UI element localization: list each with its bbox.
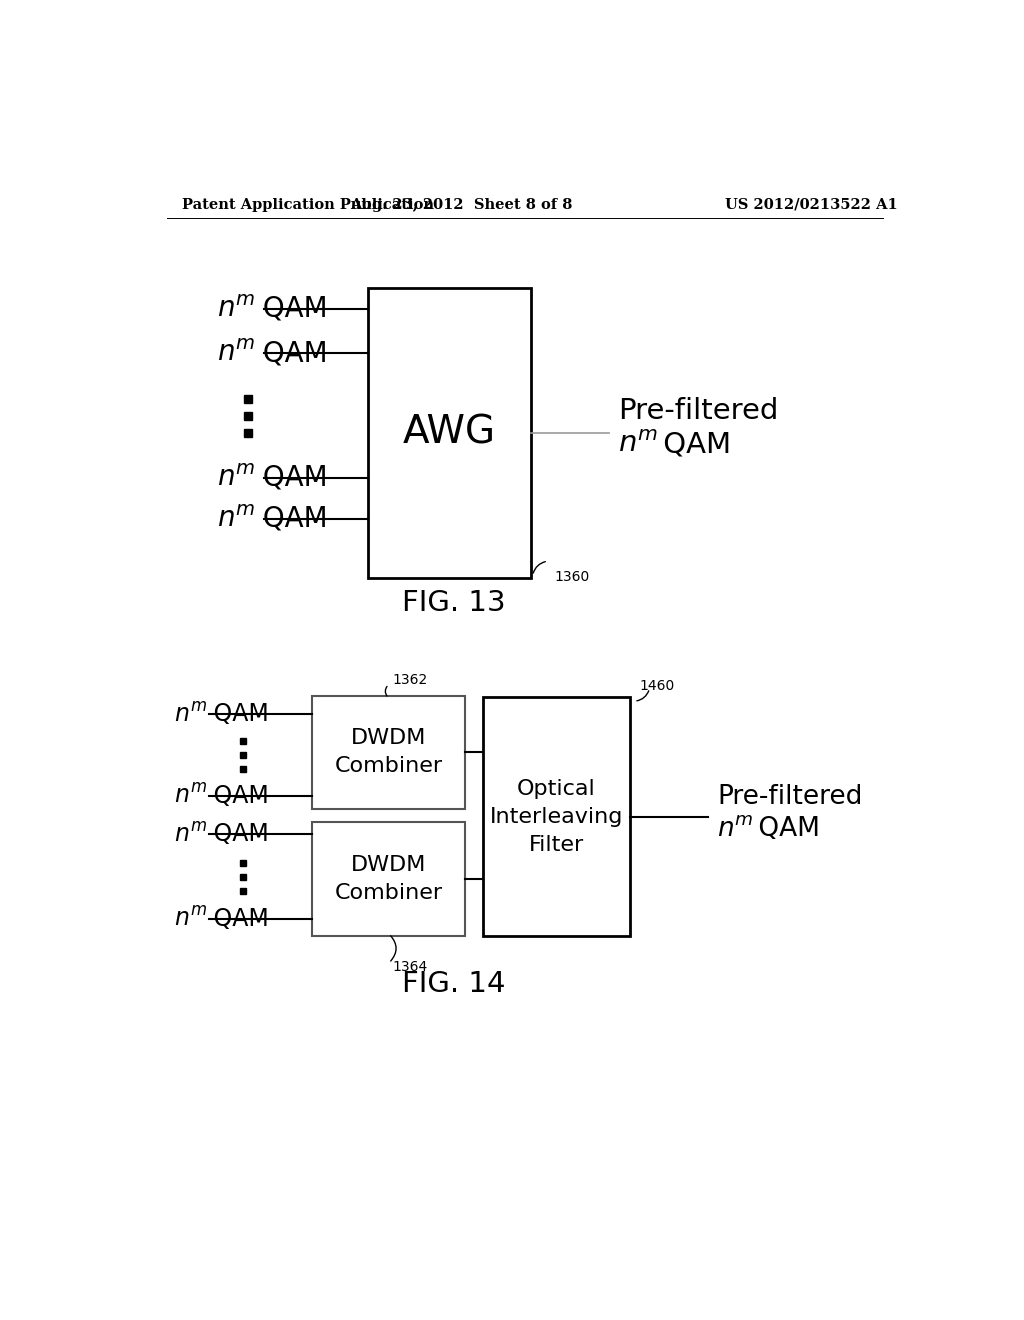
Text: QAM: QAM (206, 702, 268, 726)
Bar (312, 696, 465, 809)
Text: DWDM
Combiner: DWDM Combiner (335, 729, 442, 776)
Text: 1360: 1360 (554, 569, 590, 583)
Text: 1460: 1460 (640, 678, 675, 693)
Text: $n^m$: $n^m$ (174, 822, 208, 846)
Text: QAM: QAM (206, 907, 268, 931)
Text: $n^m$: $n^m$ (617, 430, 658, 458)
Text: QAM: QAM (254, 339, 328, 367)
Text: 1364: 1364 (392, 960, 428, 974)
Text: QAM: QAM (254, 294, 328, 322)
Text: US 2012/0213522 A1: US 2012/0213522 A1 (725, 198, 897, 211)
Text: QAM: QAM (751, 816, 820, 842)
Text: $n^m$: $n^m$ (174, 784, 208, 808)
Text: $n^m$: $n^m$ (174, 907, 208, 931)
Text: Aug. 23, 2012  Sheet 8 of 8: Aug. 23, 2012 Sheet 8 of 8 (350, 198, 572, 211)
Text: Optical
Interleaving
Filter: Optical Interleaving Filter (489, 779, 624, 855)
Text: $n^m$: $n^m$ (717, 816, 754, 842)
Bar (483, 697, 630, 936)
Text: Patent Application Publication: Patent Application Publication (182, 198, 434, 211)
Text: QAM: QAM (654, 430, 731, 458)
Text: QAM: QAM (254, 463, 328, 492)
Text: FIG. 14: FIG. 14 (401, 970, 505, 998)
Text: QAM: QAM (206, 784, 268, 808)
Text: $n^m$: $n^m$ (174, 702, 208, 726)
Bar (312, 822, 465, 936)
Text: Pre-filtered: Pre-filtered (617, 397, 778, 425)
Text: 1362: 1362 (392, 673, 428, 688)
Text: QAM: QAM (206, 822, 268, 846)
Text: $n^m$: $n^m$ (217, 339, 256, 367)
Text: Pre-filtered: Pre-filtered (717, 784, 862, 810)
Text: $n^m$: $n^m$ (217, 504, 256, 533)
Text: $n^m$: $n^m$ (217, 294, 256, 322)
Text: QAM: QAM (254, 504, 328, 533)
Text: DWDM
Combiner: DWDM Combiner (335, 855, 442, 903)
Bar (369, 288, 531, 578)
Text: AWG: AWG (403, 414, 497, 451)
Text: $n^m$: $n^m$ (217, 463, 256, 492)
Text: FIG. 13: FIG. 13 (401, 590, 505, 618)
